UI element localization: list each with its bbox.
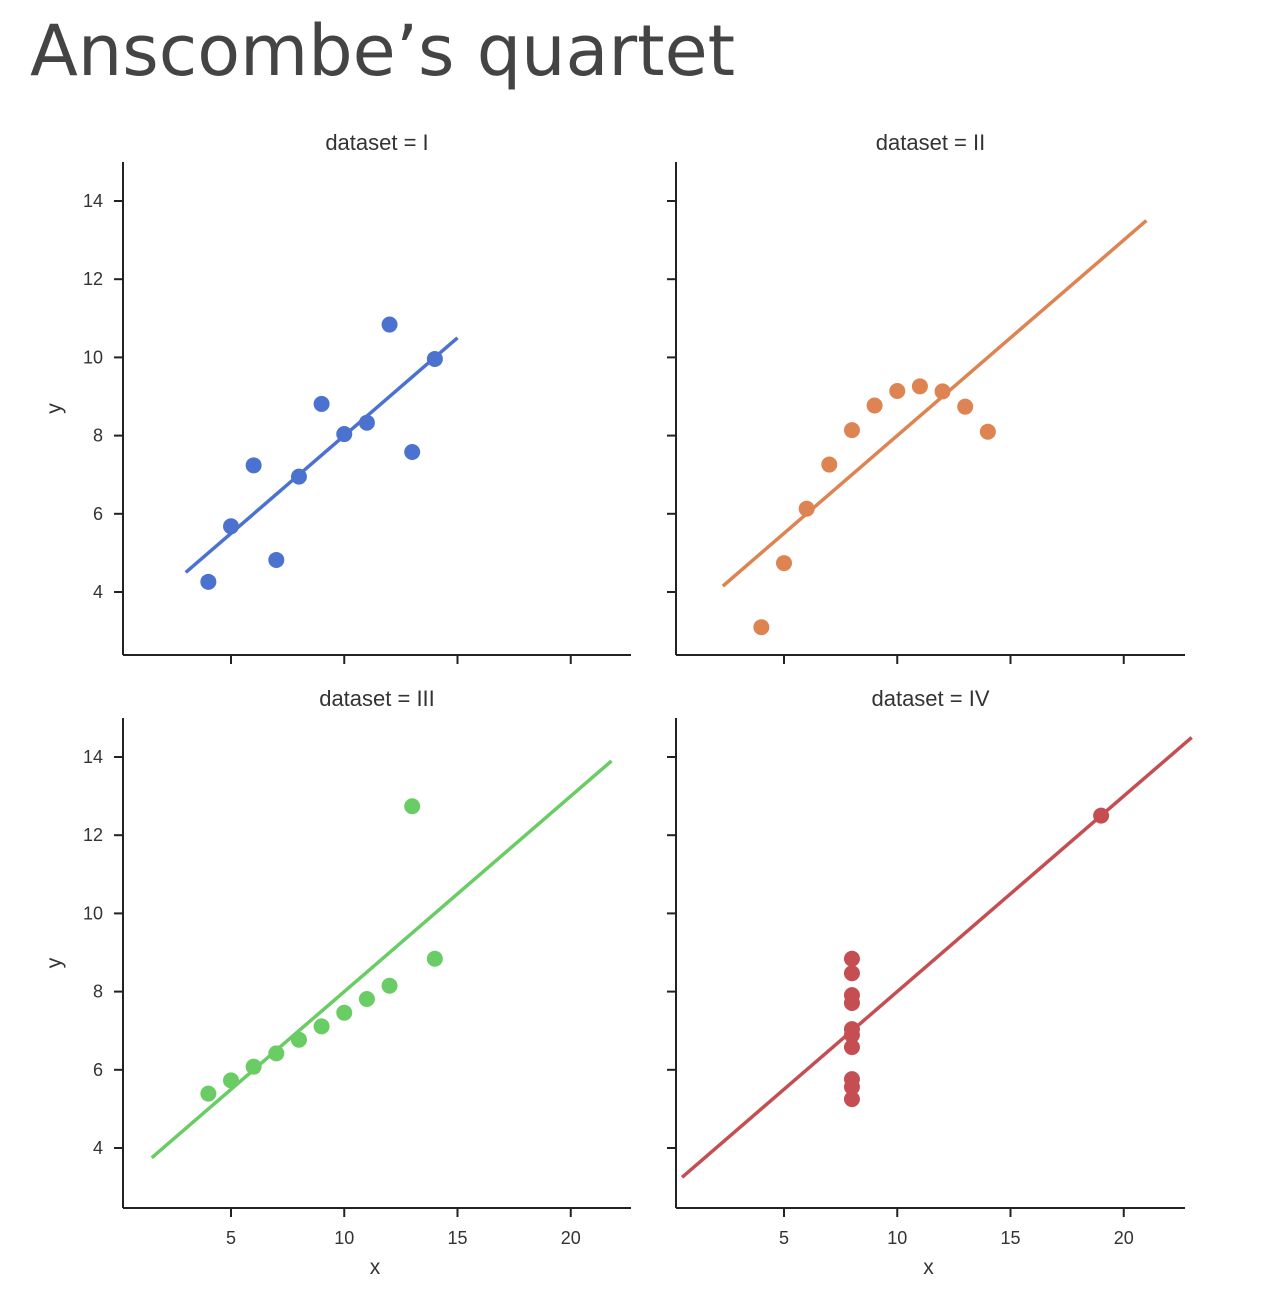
data-point (200, 1085, 217, 1102)
data-point (426, 350, 443, 367)
data-point (404, 798, 421, 815)
data-point (866, 397, 883, 414)
data-point (404, 444, 421, 461)
y-axis-label: y (43, 403, 66, 414)
y-tick-label: 6 (93, 504, 103, 524)
y-tick-label: 8 (93, 426, 103, 446)
data-point (843, 1039, 860, 1056)
panel-title: dataset = II (876, 130, 985, 155)
data-point (934, 383, 951, 400)
x-axis-label: x (923, 1256, 934, 1279)
y-tick-label: 14 (83, 191, 103, 211)
data-point (381, 316, 398, 333)
data-point (843, 422, 860, 439)
y-tick-label: 4 (93, 582, 103, 602)
data-point (843, 1027, 860, 1044)
regression-line (150, 759, 613, 1160)
data-point (245, 1058, 262, 1075)
panel-title: dataset = IV (871, 686, 989, 711)
facet-panel-3: dataset = III 4 6 8 10 12 14 5 10 15 20 y x (43, 686, 631, 1279)
facet-panel-4: dataset = IV 5 10 15 20 x (667, 686, 1193, 1279)
data-point (313, 395, 330, 412)
data-point (843, 965, 860, 982)
data-point (268, 551, 285, 568)
x-tick-label: 15 (1000, 1228, 1020, 1248)
data-point (911, 378, 928, 395)
data-point (426, 950, 443, 967)
data-point (889, 383, 906, 400)
y-tick-label: 4 (93, 1138, 103, 1158)
data-point (843, 1079, 860, 1096)
data-point (776, 555, 792, 572)
x-tick-label: 10 (334, 1228, 354, 1248)
data-point (381, 977, 398, 994)
y-tick-label: 10 (83, 903, 103, 923)
data-point (843, 950, 860, 967)
data-point (358, 991, 375, 1008)
data-point (979, 423, 996, 440)
data-point (336, 1004, 353, 1021)
data-point (957, 398, 974, 415)
data-point (268, 1045, 285, 1062)
data-point (313, 1018, 330, 1035)
data-point (336, 426, 353, 443)
x-tick-label: 20 (1114, 1228, 1134, 1248)
cut-off-text-strip (30, 1297, 930, 1312)
y-tick-label: 14 (83, 747, 103, 767)
regression-line (680, 736, 1193, 1179)
y-tick-label: 10 (83, 347, 103, 367)
data-point (223, 1072, 239, 1089)
facet-panel-2: dataset = II (667, 130, 1185, 664)
data-point (358, 414, 375, 431)
y-tick-label: 12 (83, 825, 103, 845)
data-point (753, 619, 770, 636)
panel-title: dataset = I (325, 130, 428, 155)
data-point (1093, 807, 1110, 824)
facet-panel-1: dataset = I 4 6 8 10 12 14 y (43, 130, 631, 664)
data-point (200, 573, 217, 590)
panel-title: dataset = III (319, 686, 435, 711)
data-point (821, 456, 838, 473)
y-tick-label: 8 (93, 982, 103, 1002)
x-tick-label: 5 (779, 1228, 789, 1248)
data-point (290, 1031, 307, 1048)
data-point (798, 500, 815, 517)
x-axis-label: x (370, 1256, 381, 1279)
x-tick-label: 10 (887, 1228, 907, 1248)
page-title: Anscombe’s quartet (30, 10, 736, 92)
data-point (290, 468, 307, 485)
data-point (245, 457, 262, 474)
x-tick-label: 15 (447, 1228, 467, 1248)
data-point (843, 987, 860, 1004)
y-tick-label: 6 (93, 1060, 103, 1080)
x-tick-label: 5 (226, 1228, 236, 1248)
data-point (223, 518, 239, 535)
y-tick-label: 12 (83, 269, 103, 289)
y-axis-label: y (43, 957, 66, 968)
regression-line (721, 219, 1148, 588)
data-point (843, 1091, 860, 1108)
x-tick-label: 20 (561, 1228, 581, 1248)
